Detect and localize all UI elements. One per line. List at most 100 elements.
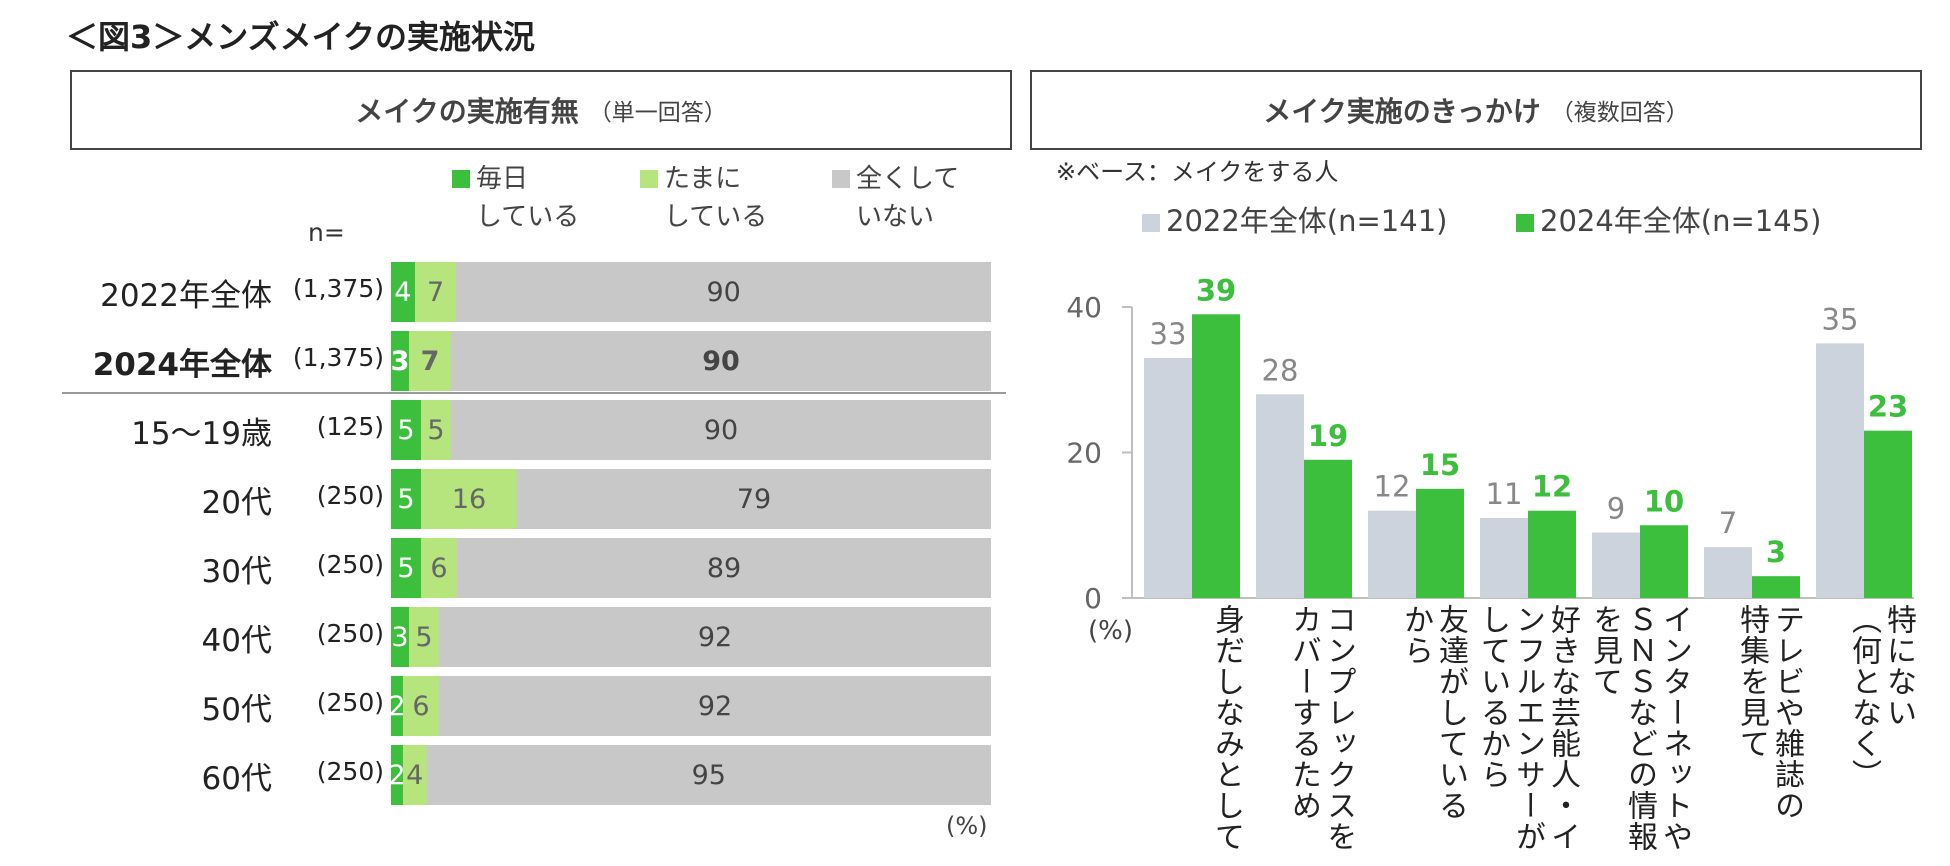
data-label: 19 [1308, 419, 1348, 453]
left-unit-label: (%) [946, 812, 988, 840]
bar-segment: 5 [391, 538, 421, 598]
base-note: ※ベース：メイクをする人 [1056, 158, 1339, 186]
bar-segment: 2 [388, 676, 406, 736]
row-label: 30代 [201, 554, 272, 590]
y-tick-label: 40 [1066, 291, 1102, 324]
bar [1752, 576, 1800, 598]
row-n: (250) [316, 688, 384, 717]
bar [1704, 547, 1752, 598]
row-label: 2024年全体 [92, 347, 272, 383]
bar-segment: 90 [456, 262, 991, 322]
row-n: (250) [316, 550, 384, 579]
bar [1144, 357, 1192, 598]
legend-item-sometimes: たまに している [640, 160, 767, 236]
bar-segment: 4 [391, 262, 415, 322]
row-n: (250) [316, 757, 384, 786]
row-label: 20代 [201, 485, 272, 521]
data-label: 33 [1150, 317, 1187, 351]
bar-segment: 92 [439, 607, 991, 667]
row-label: 60代 [201, 761, 272, 797]
row-n: (1,375) [292, 274, 384, 303]
legend-label-never-2: いない [856, 202, 935, 232]
legend-label-sometimes-2: している [664, 202, 768, 232]
data-label: 10 [1644, 484, 1684, 518]
row-n: (1,375) [292, 343, 384, 372]
data-label: 11 [1486, 477, 1523, 511]
bar-segment: 90 [451, 400, 991, 460]
bar [1864, 430, 1912, 598]
legend-swatch-daily [452, 170, 470, 188]
bar-segment: 2 [388, 745, 406, 805]
bar-segment: 7 [409, 331, 451, 391]
right-panel-header-sub: （複数回答） [1550, 100, 1689, 126]
bar [1304, 459, 1352, 598]
bar-segment: 90 [451, 331, 991, 391]
bar [1816, 343, 1864, 598]
legend-swatch-2024 [1516, 214, 1534, 232]
legend-swatch-sometimes [640, 170, 658, 188]
bar-segment: 5 [421, 400, 451, 460]
category-label: インターネットや ＳＮＳなどの情報 を見て [1587, 604, 1692, 852]
bar-segment: 3 [391, 607, 409, 667]
row-label: 50代 [201, 692, 272, 728]
y-tick-label: 0 [1084, 582, 1102, 615]
row-label: 15～19歳 [131, 416, 272, 452]
right-panel-header: メイク実施のきっかけ （複数回答） [1030, 70, 1922, 150]
figure-title: ＜図3＞メンズメイクの実施状況 [66, 18, 535, 56]
legend-item-never: 全くして いない [832, 160, 959, 236]
row-label: 40代 [201, 623, 272, 659]
bar-segment: 4 [402, 745, 427, 805]
data-label: 15 [1420, 448, 1460, 482]
legend-swatch-2022 [1142, 214, 1160, 232]
category-label: 身だしなみとして [1209, 604, 1244, 852]
data-label: 23 [1868, 390, 1908, 424]
legend-item-daily: 毎日 している [452, 160, 579, 236]
data-label: 35 [1822, 302, 1859, 336]
legend-item-2024: 2024年全体(n=145) [1516, 202, 1821, 240]
bar-segment: 79 [517, 469, 991, 529]
bar [1528, 510, 1576, 598]
data-label: 3 [1766, 535, 1786, 569]
data-label: 12 [1532, 470, 1572, 504]
right-panel-header-main: メイク実施のきっかけ [1263, 95, 1541, 128]
category-label: コンプレックスを カバーするため [1286, 604, 1356, 852]
bar-segment: 6 [403, 676, 439, 736]
legend-item-2022: 2022年全体(n=141) [1142, 202, 1447, 240]
bar-segment: 7 [414, 262, 457, 322]
row-n: (125) [316, 412, 384, 441]
data-label: 12 [1374, 470, 1411, 504]
bar [1256, 394, 1304, 598]
y-tick-label: 20 [1066, 437, 1102, 470]
bar-segment: 95 [426, 745, 991, 805]
row-label: 2022年全体 [100, 278, 272, 314]
left-panel-header-main: メイクの実施有無 [355, 95, 579, 128]
bar-segment: 89 [457, 538, 991, 598]
category-label: 好きな芸能人・イ ンフルエンサーが しているから [1475, 604, 1580, 852]
total-divider-line [62, 392, 1006, 394]
data-label: 39 [1196, 273, 1236, 307]
left-panel-header-sub: （単一回答） [588, 100, 727, 126]
category-label: 友達がしている から [1398, 604, 1468, 821]
n-label: n= [308, 218, 345, 247]
bar-segment: 5 [391, 469, 421, 529]
bar-segment: 5 [391, 400, 421, 460]
legend-label-daily-2: している [476, 202, 580, 232]
bar-segment: 5 [409, 607, 439, 667]
bar [1368, 510, 1416, 598]
category-label: テレビや雑誌の 特集を見て [1734, 604, 1804, 821]
data-label: 9 [1607, 492, 1625, 526]
left-panel-header: メイクの実施有無 （単一回答） [70, 70, 1012, 150]
data-label: 7 [1719, 506, 1737, 540]
category-label: 特にない （何となく） [1846, 604, 1916, 790]
bar-segment: 16 [421, 469, 517, 529]
bar [1592, 532, 1640, 598]
right-unit-label: (%) [1088, 616, 1133, 646]
bar-segment: 3 [391, 331, 409, 391]
bar-segment: 6 [421, 538, 457, 598]
legend-label-2022: 2022年全体(n=141) [1166, 204, 1448, 238]
bar [1416, 488, 1464, 598]
legend-label-daily-1: 毎日 [476, 164, 529, 194]
row-n: (250) [316, 619, 384, 648]
legend-swatch-never [832, 170, 850, 188]
